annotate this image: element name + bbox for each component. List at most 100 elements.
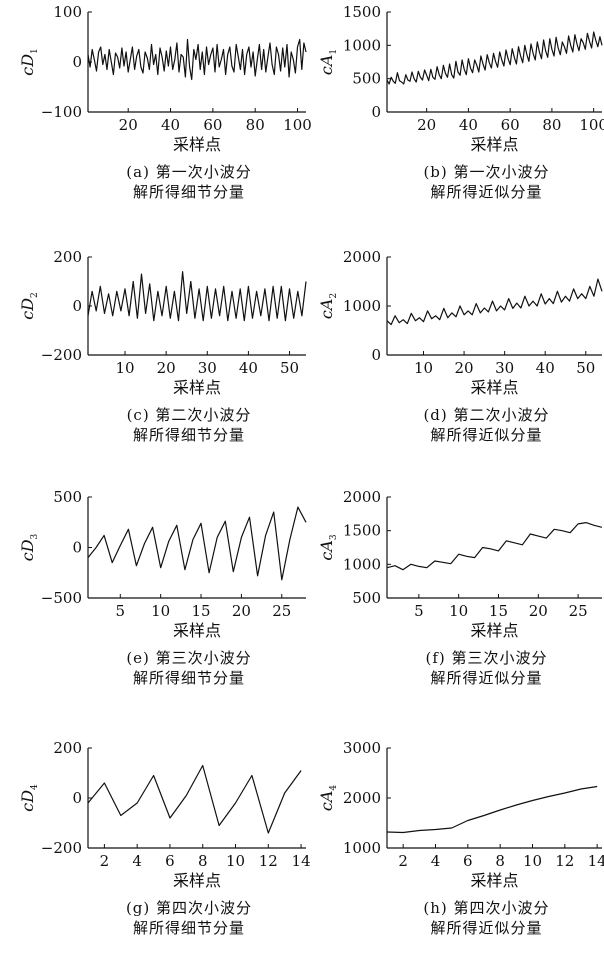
x-tick-label: 14 — [292, 852, 311, 870]
x-tick-label: 80 — [246, 116, 265, 134]
y-tick-label: 2000 — [343, 789, 381, 807]
x-tick-label: 6 — [463, 852, 473, 870]
panel-caption: (e) 第三次小波分 解所得细节分量 — [74, 648, 304, 688]
y-axis-label-subscript: 3 — [30, 533, 40, 539]
chart-panel-f: 500 1000 1500 2000 5 10 15 20 25 采样点 cA3 — [317, 488, 603, 640]
y-tick-label: 500 — [352, 70, 381, 88]
y-axis-label: cA4 — [317, 785, 339, 812]
panel-caption-line2: 解所得细节分量 — [132, 426, 245, 444]
x-tick-label: 10 — [523, 852, 542, 870]
x-tick-label: 30 — [495, 359, 514, 377]
y-tick-label: 0 — [72, 539, 82, 557]
y-tick-label: 0 — [72, 53, 82, 71]
panel-caption-line1: (e) 第三次小波分 — [126, 649, 252, 667]
chart-panel-e: −500 0 500 5 10 15 20 25 采样点 cD3 — [18, 488, 307, 640]
data-line — [87, 271, 307, 322]
y-tick-label: 500 — [352, 589, 381, 607]
y-axis-label-base: cD — [18, 539, 37, 561]
panel-caption-line2: 解所得细节分量 — [132, 669, 245, 687]
y-axis-label-base: cA — [317, 791, 336, 812]
y-tick-label: 3000 — [343, 739, 381, 757]
x-tick-label: 40 — [459, 116, 478, 134]
x-tick-label: 20 — [157, 359, 176, 377]
x-tick-label: 20 — [119, 116, 138, 134]
chart-panel-b: 0 500 1000 1500 20 40 60 80 100 采样点 cA1 — [317, 3, 604, 154]
y-axis-label-base: cD — [18, 790, 37, 812]
x-tick-label: 20 — [455, 359, 474, 377]
y-tick-label: 0 — [371, 346, 381, 364]
panel-caption-line1: (g) 第四次小波分 — [125, 899, 253, 917]
y-axis-label-subscript: 3 — [329, 534, 339, 540]
x-tick-label: 8 — [495, 852, 505, 870]
panel-caption: (b) 第一次小波分 解所得近似分量 — [372, 162, 602, 202]
y-tick-label: 200 — [53, 739, 82, 757]
panel-caption-line1: (b) 第一次小波分 — [423, 163, 550, 181]
y-axis-label: cD3 — [18, 533, 40, 561]
y-tick-label: −200 — [41, 839, 82, 857]
panel-caption-line2: 解所得细节分量 — [132, 919, 245, 937]
x-axis-label: 采样点 — [470, 378, 518, 397]
x-tick-label: 6 — [165, 852, 175, 870]
x-tick-label: 40 — [161, 116, 180, 134]
y-axis-label: cA3 — [317, 534, 339, 561]
x-axis-label: 采样点 — [470, 621, 518, 640]
panel-caption-line2: 解所得近似分量 — [430, 919, 543, 937]
x-tick-label: 20 — [417, 116, 436, 134]
x-tick-label: 50 — [576, 359, 595, 377]
x-tick-label: 60 — [501, 116, 520, 134]
x-tick-label: 40 — [239, 359, 258, 377]
x-tick-label: 50 — [280, 359, 299, 377]
y-axis-label-base: cD — [18, 298, 37, 320]
y-tick-label: 0 — [72, 789, 82, 807]
y-axis-label: cD2 — [18, 292, 40, 320]
data-line — [386, 785, 598, 834]
x-axis-label: 采样点 — [173, 378, 221, 397]
x-tick-label: 10 — [449, 602, 468, 620]
x-tick-label: 10 — [151, 602, 170, 620]
y-tick-label: 0 — [72, 297, 82, 315]
x-tick-label: 10 — [414, 359, 433, 377]
panel-caption-line1: (a) 第一次小波分 — [126, 163, 252, 181]
y-axis-label-base: cA — [317, 540, 336, 561]
x-tick-label: 25 — [272, 602, 291, 620]
y-tick-label: 200 — [53, 248, 82, 266]
x-tick-label: 2 — [100, 852, 110, 870]
panel-caption-line1: (h) 第四次小波分 — [423, 899, 550, 917]
x-tick-label: 2 — [398, 852, 408, 870]
y-tick-label: 1500 — [343, 3, 381, 21]
x-tick-label: 20 — [232, 602, 251, 620]
y-tick-label: 500 — [53, 488, 82, 506]
y-tick-label: −200 — [41, 346, 82, 364]
y-tick-label: −100 — [41, 103, 82, 121]
panel-caption-line2: 解所得细节分量 — [132, 183, 245, 201]
x-tick-label: 20 — [529, 602, 548, 620]
x-axis-label: 采样点 — [470, 871, 518, 890]
y-axis-label: cA2 — [317, 293, 339, 319]
data-line — [87, 764, 302, 834]
chart-panel-c: −200 0 200 10 20 30 40 50 采样点 cD2 — [18, 248, 307, 397]
x-tick-label: 14 — [588, 852, 604, 870]
panel-caption: (c) 第二次小波分 解所得细节分量 — [74, 405, 304, 445]
y-axis-label-base: cA — [317, 299, 336, 320]
panel-caption: (d) 第二次小波分 解所得近似分量 — [372, 405, 602, 445]
x-tick-label: 15 — [489, 602, 508, 620]
x-axis-label: 采样点 — [470, 135, 518, 154]
y-axis-label-subscript: 2 — [30, 292, 40, 298]
y-axis-label-base: cA — [317, 55, 336, 76]
x-tick-label: 25 — [569, 602, 588, 620]
panel-caption-line1: (c) 第二次小波分 — [126, 406, 252, 424]
panel-caption-line2: 解所得近似分量 — [430, 669, 543, 687]
y-axis-label: cD4 — [18, 784, 40, 812]
y-axis-label: cA1 — [317, 49, 339, 75]
x-tick-label: 15 — [191, 602, 210, 620]
y-tick-label: 1000 — [343, 297, 381, 315]
panel-caption: (f) 第三次小波分 解所得近似分量 — [372, 648, 602, 688]
y-tick-label: 2000 — [343, 248, 381, 266]
x-tick-label: 5 — [414, 602, 424, 620]
panel-caption-line2: 解所得近似分量 — [430, 183, 543, 201]
y-tick-label: 100 — [53, 3, 82, 21]
panel-caption: (a) 第一次小波分 解所得细节分量 — [74, 162, 304, 202]
